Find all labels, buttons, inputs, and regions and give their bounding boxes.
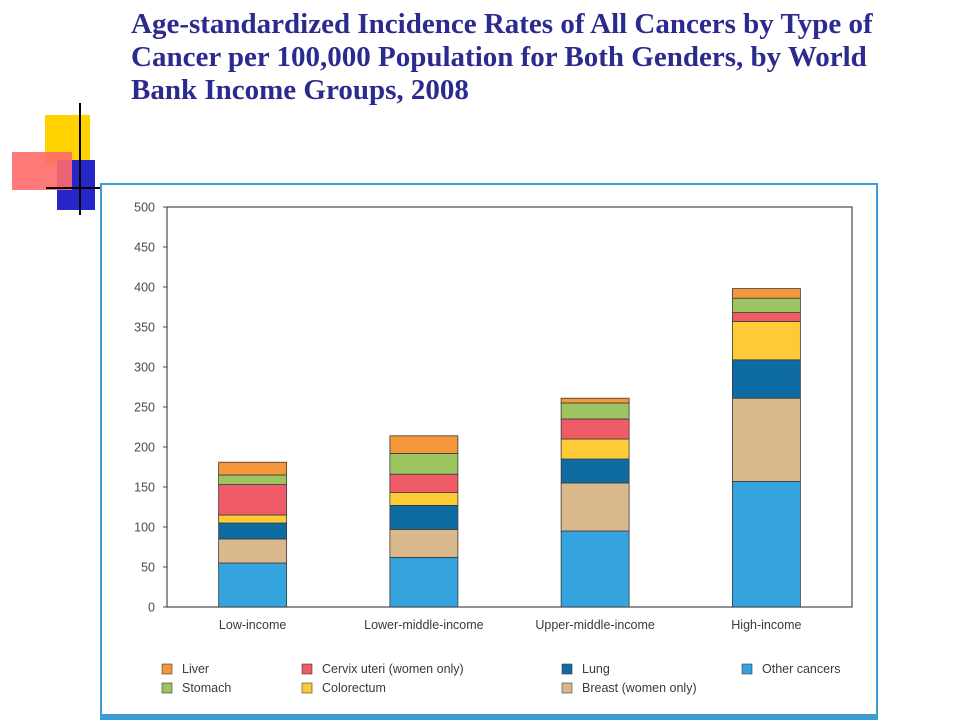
chart-panel: 0 50 100 150 200 250 300 350 400 450 500 Low-income… — [100, 183, 878, 720]
bar-high-income-breast-women-only — [731, 397, 801, 482]
bar-upper-middle-income-breast-women-only — [560, 482, 630, 532]
bar-lower-middle-income-liver — [389, 435, 459, 454]
y-tick-label-100: 100 — [134, 521, 155, 535]
legend-label-colorectum: Colorectum — [322, 681, 386, 695]
bar-upper-middle-income-other-cancers — [560, 530, 630, 608]
bar-upper-middle-income-stomach — [560, 402, 630, 420]
bar-upper-middle-income-lung — [560, 458, 630, 484]
deco-red-square — [12, 152, 72, 190]
y-tick-label-450: 450 — [134, 241, 155, 255]
bar-upper-middle-income-liver — [560, 397, 630, 404]
x-tick-label-high-income: High-income — [731, 618, 801, 632]
legend-label-stomach: Stomach — [182, 681, 231, 695]
legend-swatch-breast-women-only — [561, 682, 573, 694]
bar-lower-middle-income-stomach — [389, 452, 459, 475]
legend-label-liver: Liver — [182, 662, 209, 676]
bar-low-income-colorectum — [218, 514, 288, 524]
legend-label-lung: Lung — [582, 662, 610, 676]
bar-upper-middle-income-cervix-uteri-women-only — [560, 418, 630, 440]
legend-swatch-liver — [161, 663, 173, 675]
bar-upper-middle-income-colorectum — [560, 438, 630, 460]
bar-lower-middle-income-lung — [389, 504, 459, 530]
bar-high-income-liver — [731, 288, 801, 299]
bar-lower-middle-income-colorectum — [389, 492, 459, 506]
legend-swatch-stomach — [161, 682, 173, 694]
y-tick-label-200: 200 — [134, 441, 155, 455]
bar-lower-middle-income-other-cancers — [389, 556, 459, 608]
y-tick-label-500: 500 — [134, 201, 155, 215]
legend-label-cervix-uteri-women-only: Cervix uteri (women only) — [322, 662, 464, 676]
y-tick-label-250: 250 — [134, 401, 155, 415]
x-tick-label-lower-middle-income: Lower-middle-income — [364, 618, 484, 632]
stacked-bar-chart: 0 50 100 150 200 250 300 350 400 450 500 Low-income… — [134, 201, 853, 695]
x-tick-label-low-income: Low-income — [219, 618, 286, 632]
y-tick-label-350: 350 — [134, 321, 155, 335]
bar-lower-middle-income-cervix-uteri-women-only — [389, 473, 459, 494]
bar-high-income-cervix-uteri-women-only — [731, 312, 801, 322]
legend-swatch-colorectum — [301, 682, 313, 694]
y-tick-label-400: 400 — [134, 281, 155, 295]
bar-low-income-other-cancers — [218, 562, 288, 608]
bar-lower-middle-income-breast-women-only — [389, 528, 459, 558]
legend-swatch-cervix-uteri-women-only — [301, 663, 313, 675]
bar-high-income-colorectum — [731, 320, 801, 361]
bar-high-income-other-cancers — [731, 480, 801, 608]
legend-label-other-cancers: Other cancers — [762, 662, 841, 676]
legend-swatch-other-cancers — [741, 663, 753, 675]
y-tick-label-50: 50 — [141, 561, 155, 575]
bar-low-income-liver — [218, 461, 288, 476]
bar-low-income-breast-women-only — [218, 538, 288, 564]
x-tick-label-upper-middle-income: Upper-middle-income — [535, 618, 655, 632]
y-tick-label-300: 300 — [134, 361, 155, 375]
y-tick-label-150: 150 — [134, 481, 155, 495]
slide-title: Age-standardized Incidence Rates of All … — [131, 8, 873, 106]
bar-low-income-stomach — [218, 474, 288, 486]
bar-high-income-lung — [731, 359, 801, 399]
panel-bottom-bar — [100, 714, 878, 720]
legend-label-breast-women-only: Breast (women only) — [582, 681, 697, 695]
bar-low-income-lung — [218, 522, 288, 540]
y-tick-label-0: 0 — [148, 601, 155, 615]
bar-low-income-cervix-uteri-women-only — [218, 484, 288, 516]
slide-decoration — [12, 103, 130, 215]
legend-swatch-lung — [561, 663, 573, 675]
bar-high-income-stomach — [731, 297, 801, 313]
